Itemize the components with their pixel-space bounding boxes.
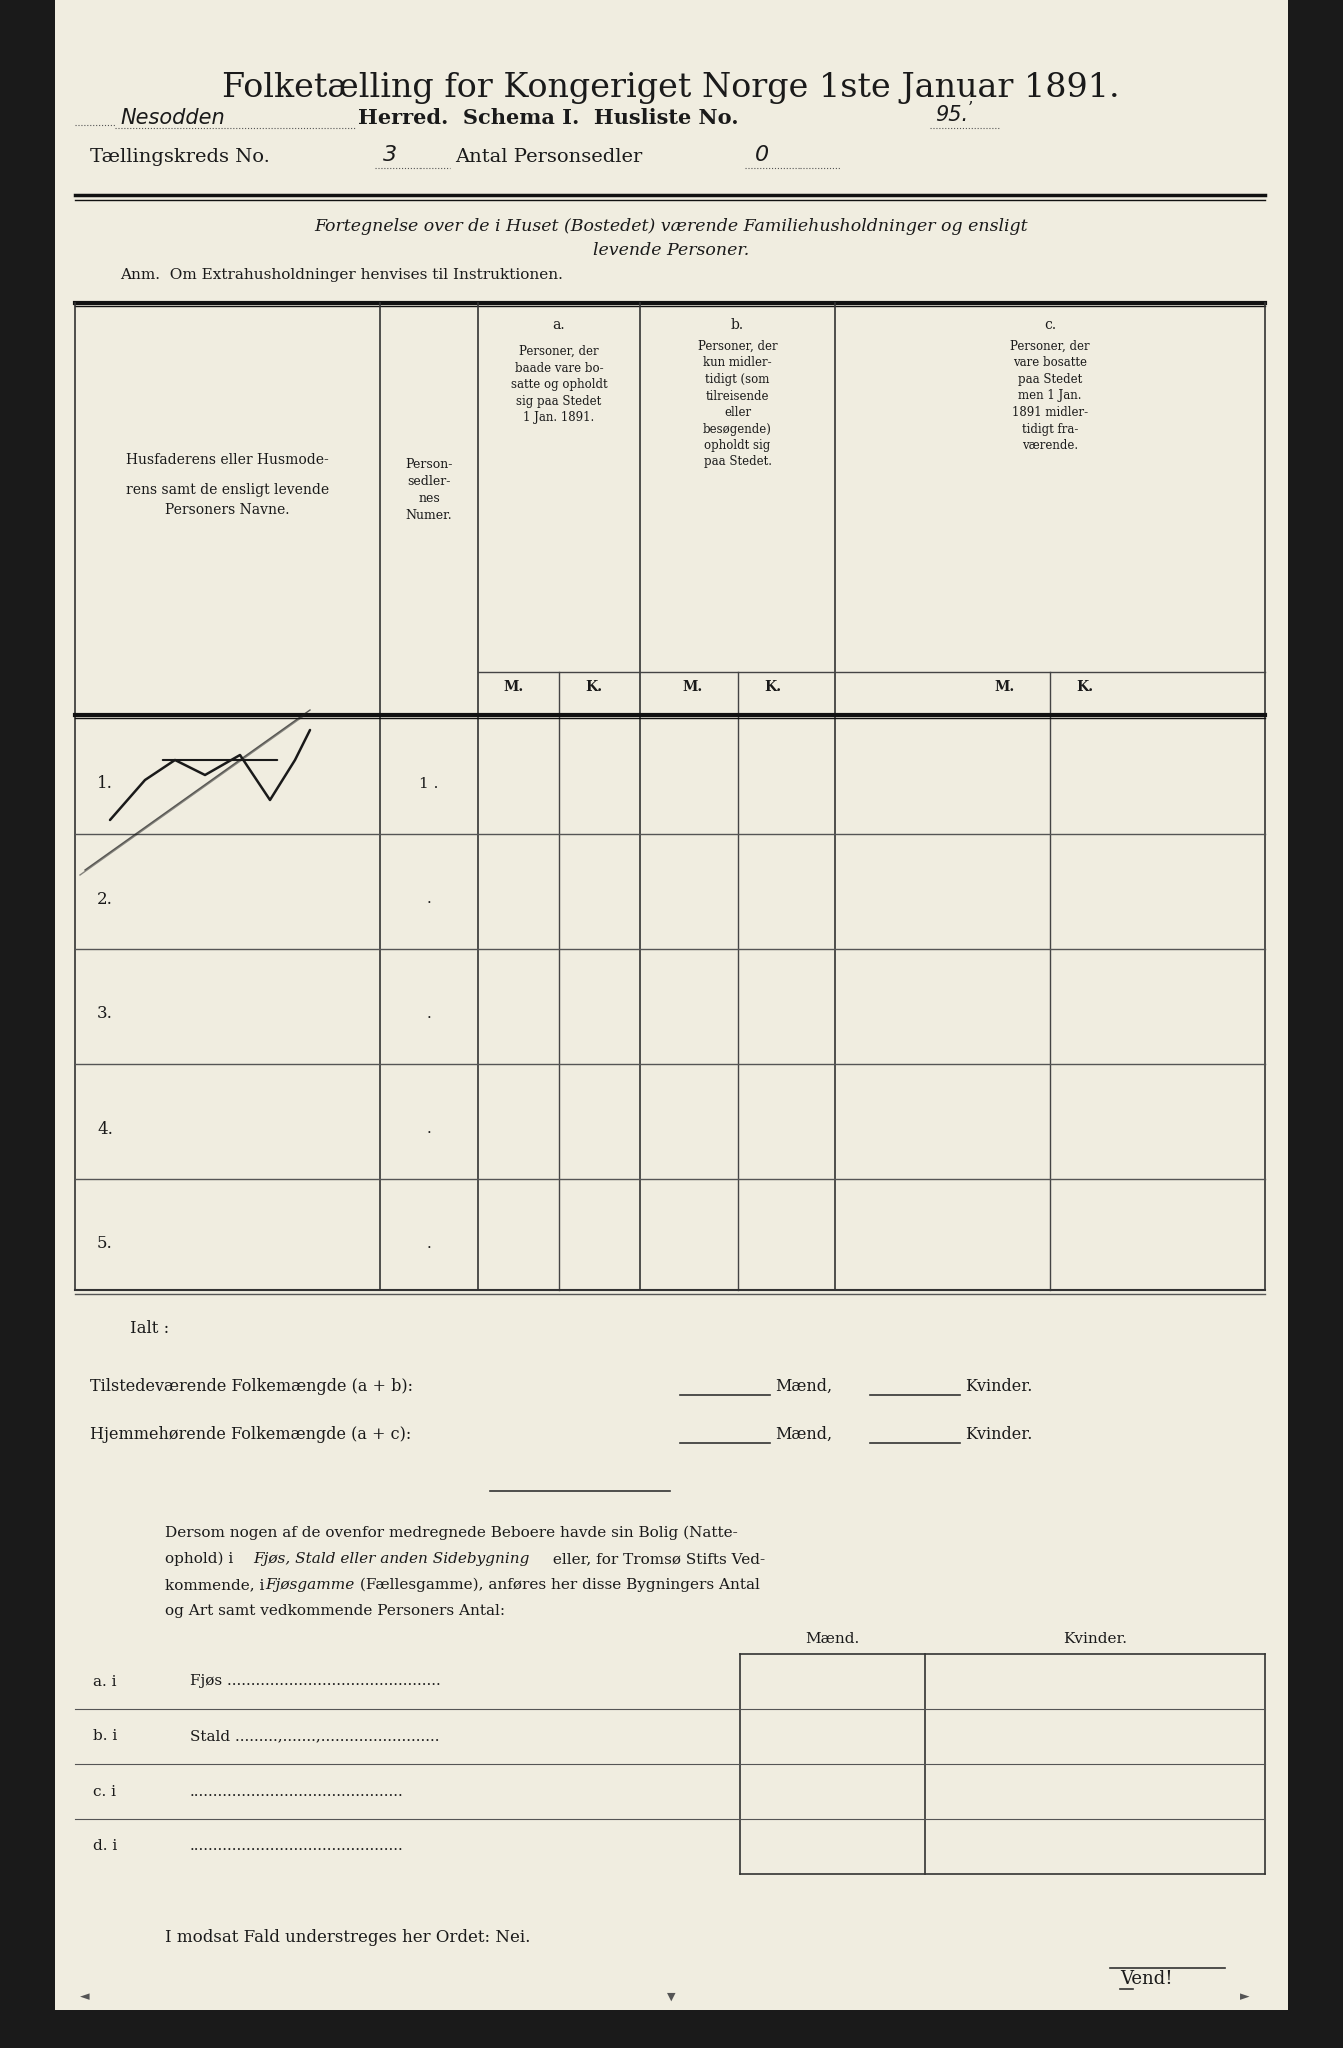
Text: Dersom nogen af de ovenfor medregnede Beboere havde sin Bolig (Natte-: Dersom nogen af de ovenfor medregnede Be… (165, 1526, 737, 1540)
Text: ◄: ◄ (81, 1991, 90, 2003)
Text: M.: M. (682, 680, 702, 694)
Text: Personer, der
vare bosatte
paa Stedet
men 1 Jan.
1891 midler-
tidigt fra-
værend: Personer, der vare bosatte paa Stedet me… (1010, 340, 1089, 453)
Text: .............................................: ........................................… (189, 1839, 404, 1853)
Text: M.: M. (995, 680, 1015, 694)
Text: 1 .: 1 . (419, 776, 439, 791)
Text: a. i: a. i (93, 1675, 117, 1688)
Text: rens samt de ensligt levende: rens samt de ensligt levende (126, 483, 329, 498)
Text: Fortegnelse over de i Huset (Bostedet) værende Familiehusholdninger og ensligt: Fortegnelse over de i Huset (Bostedet) v… (314, 217, 1027, 236)
Text: .: . (427, 1122, 431, 1137)
Text: 3: 3 (383, 145, 398, 166)
Text: K.: K. (1077, 680, 1093, 694)
Text: Mænd,: Mænd, (775, 1378, 833, 1395)
Text: ’: ’ (968, 100, 974, 117)
Text: c.: c. (1044, 317, 1056, 332)
Text: .............................................: ........................................… (189, 1784, 404, 1798)
Text: Anm.  Om Extrahusholdninger henvises til Instruktionen.: Anm. Om Extrahusholdninger henvises til … (120, 268, 563, 283)
Text: K.: K. (764, 680, 782, 694)
Text: Herred.  Schema I.  Husliste No.: Herred. Schema I. Husliste No. (359, 109, 739, 127)
Text: Mænd.: Mænd. (806, 1632, 860, 1647)
Text: Antal Personsedler: Antal Personsedler (455, 147, 642, 166)
Text: Husfaderens eller Husmode-: Husfaderens eller Husmode- (126, 453, 329, 467)
Text: Nesodden: Nesodden (120, 109, 224, 127)
Text: 95.: 95. (935, 104, 968, 125)
Text: Person-
sedler-
nes
Numer.: Person- sedler- nes Numer. (406, 459, 453, 522)
Text: Ialt :: Ialt : (130, 1321, 169, 1337)
Text: Hjemmehørende Folkemængde (a + c):: Hjemmehørende Folkemængde (a + c): (90, 1425, 411, 1444)
Text: Stald .........,.......,.........................: Stald .........,.......,................… (189, 1729, 439, 1743)
Text: Tilstedeværende Folkemængde (a + b):: Tilstedeværende Folkemængde (a + b): (90, 1378, 414, 1395)
Text: Vend!: Vend! (1120, 1970, 1172, 1989)
Text: 2.: 2. (97, 891, 113, 907)
Text: b.: b. (731, 317, 744, 332)
Text: Fjøs .............................................: Fjøs ...................................… (189, 1675, 441, 1688)
Bar (0, 0, 55, 2048)
Text: Mænd,: Mænd, (775, 1425, 833, 1444)
Text: K.: K. (586, 680, 603, 694)
Text: M.: M. (504, 680, 524, 694)
Text: b. i: b. i (93, 1729, 117, 1743)
Text: I modsat Fald understreges her Ordet: Nei.: I modsat Fald understreges her Ordet: Ne… (165, 1929, 530, 1946)
Text: 1.: 1. (97, 776, 113, 793)
Bar (0, 2009, 1343, 2048)
Text: ▼: ▼ (666, 1993, 676, 2003)
Text: kommende, i: kommende, i (165, 1579, 269, 1591)
Text: Kvinder.: Kvinder. (966, 1425, 1033, 1444)
Text: ►: ► (1240, 1991, 1249, 2003)
Text: og Art samt vedkommende Personers Antal:: og Art samt vedkommende Personers Antal: (165, 1604, 505, 1618)
Text: eller, for Tromsø Stifts Ved-: eller, for Tromsø Stifts Ved- (548, 1552, 766, 1567)
Text: .: . (427, 1237, 431, 1251)
Text: Fjøs, Stald eller anden Sidebygning: Fjøs, Stald eller anden Sidebygning (252, 1552, 529, 1567)
Text: 3.: 3. (97, 1006, 113, 1022)
Text: Personer, der
kun midler-
tidigt (som
tilreisende
eller
besøgende)
opholdt sig
p: Personer, der kun midler- tidigt (som ti… (697, 340, 778, 469)
Text: Fjøsgamme: Fjøsgamme (265, 1579, 355, 1591)
Text: Kvinder.: Kvinder. (1064, 1632, 1127, 1647)
Text: c. i: c. i (93, 1784, 115, 1798)
Text: 4.: 4. (97, 1120, 113, 1137)
Bar (1288, 0, 1343, 2048)
Text: Folketælling for Kongeriget Norge 1ste Januar 1891.: Folketælling for Kongeriget Norge 1ste J… (222, 72, 1120, 104)
Text: Tællingskreds No.: Tællingskreds No. (90, 147, 270, 166)
Text: .: . (427, 1008, 431, 1022)
Text: 5.: 5. (97, 1235, 113, 1253)
Text: ophold) i: ophold) i (165, 1552, 238, 1567)
Text: (Fællesgamme), anføres her disse Bygningers Antal: (Fællesgamme), anføres her disse Bygning… (355, 1579, 760, 1593)
Text: d. i: d. i (93, 1839, 117, 1853)
Text: 0: 0 (755, 145, 770, 166)
Text: levende Personer.: levende Personer. (592, 242, 749, 258)
Text: .: . (427, 893, 431, 905)
Text: Personers Navne.: Personers Navne. (165, 504, 290, 516)
Text: Kvinder.: Kvinder. (966, 1378, 1033, 1395)
Text: a.: a. (553, 317, 565, 332)
Text: Personer, der
baade vare bo-
satte og opholdt
sig paa Stedet
1 Jan. 1891.: Personer, der baade vare bo- satte og op… (510, 344, 607, 424)
